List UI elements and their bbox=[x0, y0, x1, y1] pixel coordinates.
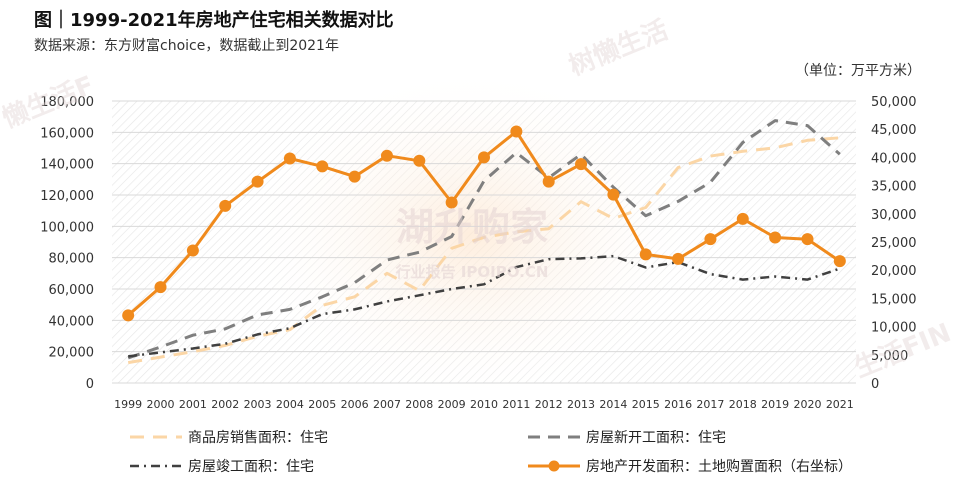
series-point bbox=[413, 154, 426, 167]
series-line-1 bbox=[127, 119, 841, 360]
x-axis-tick-label: 2008 bbox=[405, 398, 433, 411]
right-axis-ticks: 0 5,000 10,000 15,000 20,000 25,000 30,000 35,0… bbox=[871, 95, 917, 392]
legend-label: 房屋竣工面积：住宅 bbox=[188, 459, 314, 475]
x-axis-tick-label: 2020 bbox=[793, 398, 821, 411]
left-axis-tick-label: 80,000 bbox=[49, 252, 95, 267]
left-axis-tick-label: 0 bbox=[86, 377, 94, 392]
legend-marker bbox=[548, 460, 560, 472]
data-source: 数据来源：东方财富choice，数据截止到2021年 bbox=[34, 38, 339, 54]
right-axis-tick-label: 20,000 bbox=[871, 264, 917, 279]
x-axis-tick-label: 2016 bbox=[664, 398, 692, 411]
watermark-center-main: 湖升购家 bbox=[396, 205, 548, 249]
x-axis-tick-label: 2019 bbox=[761, 398, 789, 411]
x-axis-tick-label: 2011 bbox=[502, 398, 530, 411]
x-axis-tick-label: 1999 bbox=[114, 398, 142, 411]
series-line-2 bbox=[128, 254, 841, 358]
series-point bbox=[672, 252, 685, 265]
right-axis-tick-label: 15,000 bbox=[871, 292, 917, 307]
right-axis-tick-label: 40,000 bbox=[871, 151, 917, 166]
series-point bbox=[219, 199, 232, 212]
series-point bbox=[510, 125, 523, 138]
x-axis-tick-label: 2009 bbox=[438, 398, 466, 411]
x-axis-ticks: 1999 2000 2001 2002 2003 2004 2005 2006 2007 2008… bbox=[114, 398, 854, 411]
right-axis-tick-label: 45,000 bbox=[871, 123, 917, 138]
unit-label: （单位：万平方米） bbox=[795, 63, 921, 79]
series-point bbox=[251, 175, 264, 188]
right-axis-tick-label: 35,000 bbox=[871, 180, 917, 195]
left-axis-tick-label: 20,000 bbox=[49, 346, 95, 361]
series-point bbox=[380, 149, 393, 162]
right-axis-tick-label: 30,000 bbox=[871, 208, 917, 223]
x-axis-tick-label: 2000 bbox=[147, 398, 175, 411]
right-axis-tick-label: 5,000 bbox=[871, 349, 908, 364]
watermark-corner-top-left: 懒生活F bbox=[0, 71, 98, 135]
left-axis-tick-label: 100,000 bbox=[40, 220, 94, 235]
series-point bbox=[736, 212, 749, 225]
series-point bbox=[478, 151, 490, 164]
x-axis-tick-label: 2017 bbox=[696, 398, 724, 411]
right-axis-tick-label: 25,000 bbox=[871, 236, 917, 251]
watermark-center-sub: 行业报告 IPOIPO.CN bbox=[395, 263, 549, 281]
gridlines bbox=[112, 100, 856, 384]
chart-title: 图｜1999-2021年房地产住宅相关数据对比 bbox=[34, 10, 394, 31]
x-axis-tick-label: 2010 bbox=[470, 398, 498, 411]
legend-label: 房地产开发面积：土地购置面积（右坐标） bbox=[586, 459, 852, 475]
series-point bbox=[154, 281, 167, 294]
right-axis-tick-label: 10,000 bbox=[871, 321, 917, 336]
left-axis-tick-label: 40,000 bbox=[49, 314, 95, 329]
x-axis-tick-label: 2001 bbox=[179, 398, 207, 411]
left-axis-ticks: 0 20,000 40,000 60,000 80,000 100,000 120,000 1… bbox=[40, 95, 94, 392]
series-point bbox=[704, 233, 717, 246]
x-axis-tick-label: 2005 bbox=[308, 398, 336, 411]
series-point bbox=[769, 231, 782, 244]
series-point bbox=[445, 196, 458, 209]
left-axis-tick-label: 140,000 bbox=[40, 158, 94, 173]
series-point bbox=[186, 244, 199, 257]
series-point bbox=[348, 170, 361, 183]
series-point bbox=[122, 309, 135, 322]
left-axis-tick-label: 60,000 bbox=[49, 283, 95, 298]
series-point bbox=[316, 160, 329, 173]
x-axis-tick-label: 2015 bbox=[632, 398, 660, 411]
legend-label: 房屋新开工面积：住宅 bbox=[586, 430, 726, 446]
right-axis-tick-label: 50,000 bbox=[871, 95, 917, 110]
x-axis-tick-label: 2004 bbox=[276, 398, 304, 411]
right-axis-tick-label: 0 bbox=[871, 377, 879, 392]
x-axis-tick-label: 2012 bbox=[535, 398, 563, 411]
x-axis-tick-label: 2021 bbox=[826, 398, 854, 411]
series-point bbox=[639, 248, 652, 261]
legend-label: 商品房销售面积：住宅 bbox=[188, 430, 328, 446]
series-point bbox=[801, 233, 814, 246]
left-axis-tick-label: 160,000 bbox=[40, 126, 94, 141]
series-point bbox=[607, 188, 620, 201]
x-axis-tick-label: 2002 bbox=[211, 398, 239, 411]
left-axis-tick-label: 120,000 bbox=[40, 189, 94, 204]
x-axis-tick-label: 2013 bbox=[567, 398, 595, 411]
watermark-corner-top-right: 树懒生活 bbox=[565, 15, 673, 82]
series-line-0 bbox=[127, 136, 840, 365]
x-axis-tick-label: 2006 bbox=[341, 398, 369, 411]
series-lines bbox=[122, 119, 846, 365]
series-point bbox=[833, 255, 846, 268]
left-axis-tick-label: 180,000 bbox=[40, 95, 94, 110]
x-axis-tick-label: 2014 bbox=[599, 398, 627, 411]
x-axis-tick-label: 2003 bbox=[244, 398, 272, 411]
x-axis-tick-label: 2018 bbox=[729, 398, 757, 411]
series-point bbox=[283, 152, 296, 165]
series-point bbox=[575, 158, 588, 171]
series-point bbox=[542, 175, 555, 188]
x-axis-tick-label: 2007 bbox=[373, 398, 401, 411]
